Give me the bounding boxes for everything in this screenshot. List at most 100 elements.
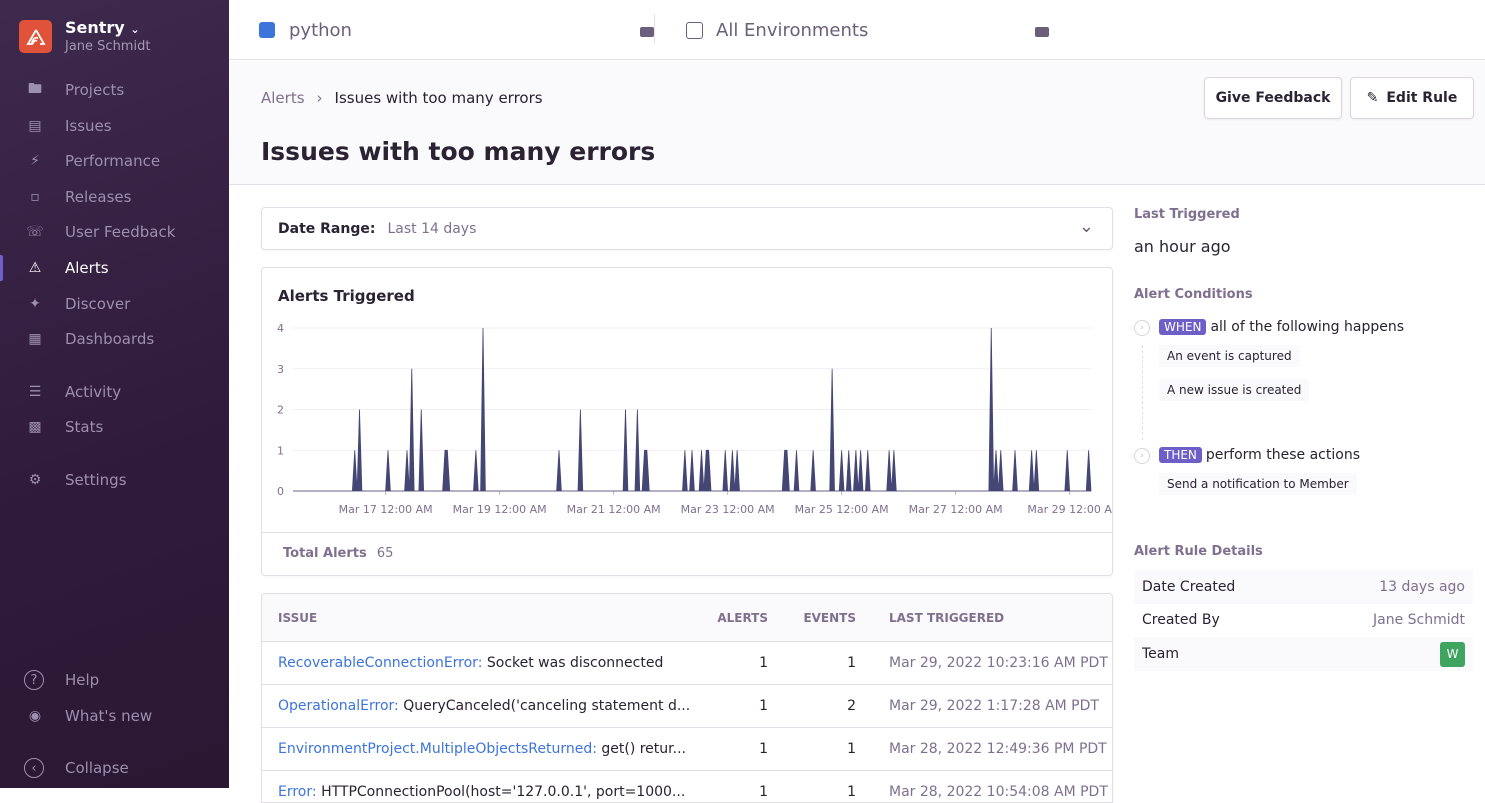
x-tick-label: Mar 17 12:00 AM bbox=[339, 503, 433, 516]
sentry-logo[interactable] bbox=[19, 20, 52, 53]
action-item: Send a notification to Member bbox=[1159, 473, 1357, 495]
x-tick-label: Mar 19 12:00 AM bbox=[453, 503, 547, 516]
x-tick-label: Mar 21 12:00 AM bbox=[567, 503, 661, 516]
sidebar-item-projects[interactable]: 🖿Projects bbox=[0, 73, 229, 107]
sidebar-item-issues[interactable]: ▤Issues bbox=[0, 109, 229, 143]
step-connector bbox=[1142, 345, 1143, 440]
table-row[interactable]: Error: HTTPConnectionPool(host='127.0.0.… bbox=[262, 770, 1112, 803]
sidebar-item-alerts[interactable]: ⚠Alerts bbox=[0, 251, 229, 285]
sidebar-item-label: Issues bbox=[65, 117, 112, 135]
folder-code-icon: 🖿 bbox=[24, 79, 46, 101]
sidebar-item-discover[interactable]: ✦Discover bbox=[0, 287, 229, 321]
org-label: Sentry bbox=[65, 18, 125, 37]
sidebar-item-label: Releases bbox=[65, 188, 131, 206]
sidebar-item-label: Dashboards bbox=[65, 330, 154, 348]
environment-selector[interactable]: All Environments bbox=[686, 0, 1049, 60]
siren-icon: ⚠ bbox=[24, 257, 46, 279]
chevron-down-icon: ⌄ bbox=[1079, 216, 1094, 237]
then-text: perform these actions bbox=[1206, 447, 1360, 463]
megaphone-icon: ☏ bbox=[24, 221, 46, 243]
last-triggered-label: Last Triggered bbox=[1134, 207, 1240, 222]
events-count: 1 bbox=[847, 741, 856, 757]
when-step-icon: › bbox=[1134, 320, 1150, 336]
total-alerts-value: 65 bbox=[377, 546, 394, 561]
issue-message: Socket was disconnected bbox=[487, 655, 663, 671]
sidebar-collapse[interactable]: ‹Collapse bbox=[0, 751, 229, 785]
issue-type-link[interactable]: RecoverableConnectionError: bbox=[278, 655, 482, 671]
chart-title: Alerts Triggered bbox=[278, 287, 415, 305]
x-tick-label: Mar 23 12:00 AM bbox=[681, 503, 775, 516]
col-alerts: ALERTS bbox=[717, 611, 768, 625]
sidebar-item-performance[interactable]: ⚡ Performance bbox=[0, 144, 229, 178]
alerts-count: 1 bbox=[759, 784, 768, 800]
broadcast-icon: ◉ bbox=[24, 705, 46, 727]
divider bbox=[654, 14, 655, 44]
table-header: ISSUE ALERTS EVENTS LAST TRIGGERED bbox=[262, 594, 1112, 641]
events-count: 2 bbox=[847, 698, 856, 714]
python-icon bbox=[259, 22, 275, 38]
sidebar-item-label: Performance bbox=[65, 152, 160, 170]
alerts-count: 1 bbox=[759, 698, 768, 714]
window-icon bbox=[686, 22, 703, 39]
sidebar-item-releases[interactable]: ▫ Releases bbox=[0, 180, 229, 214]
sidebar-item-label: Stats bbox=[65, 418, 103, 436]
alerts-count: 1 bbox=[759, 741, 768, 757]
user-name: Jane Schmidt bbox=[65, 39, 150, 54]
sidebar-help[interactable]: ? Help bbox=[0, 663, 229, 697]
table-row[interactable]: EnvironmentProject.MultipleObjectsReturn… bbox=[262, 727, 1112, 770]
project-selector[interactable]: python bbox=[259, 0, 654, 60]
sidebar-item-activity[interactable]: ☰ Activity bbox=[0, 375, 229, 409]
dashboard-icon: ▦ bbox=[24, 328, 46, 350]
sidebar-item-label: Help bbox=[65, 671, 99, 689]
chevron-down-icon: ⌄ bbox=[130, 23, 139, 36]
sidebar-item-label: What's new bbox=[65, 707, 152, 725]
page-header: Alerts › Issues with too many errors Iss… bbox=[229, 61, 1485, 185]
sidebar-item-user-feedback[interactable]: ☏User Feedback bbox=[0, 215, 229, 249]
edit-rule-button[interactable]: ✎Edit Rule bbox=[1350, 77, 1474, 119]
list-icon: ☰ bbox=[24, 381, 46, 403]
lightning-icon: ⚡ bbox=[24, 150, 46, 172]
events-count: 1 bbox=[847, 784, 856, 800]
project-label: python bbox=[289, 20, 352, 41]
environment-label: All Environments bbox=[716, 20, 868, 41]
alert-rule-details-label: Alert Rule Details bbox=[1134, 544, 1263, 559]
sidebar-item-label: Activity bbox=[65, 383, 121, 401]
y-tick-label: 0 bbox=[277, 485, 284, 498]
lock-icon bbox=[640, 27, 654, 37]
issue-message: HTTPConnectionPool(host='127.0.0.1', por… bbox=[321, 784, 685, 800]
last-triggered: Mar 28, 2022 10:54:08 AM PDT bbox=[889, 784, 1108, 800]
issues-table: ISSUE ALERTS EVENTS LAST TRIGGERED Recov… bbox=[261, 593, 1113, 803]
issue-message: get() retur... bbox=[601, 741, 686, 757]
org-name[interactable]: Sentry ⌄ bbox=[65, 18, 140, 37]
issue-type-link[interactable]: OperationalError: bbox=[278, 698, 399, 714]
sidebar-item-dashboards[interactable]: ▦ Dashboards bbox=[0, 322, 229, 356]
edit-rule-label: Edit Rule bbox=[1386, 90, 1457, 106]
date-range-label: Date Range: bbox=[278, 221, 375, 237]
team-avatar[interactable]: W bbox=[1440, 642, 1465, 667]
detail-key: Date Created bbox=[1142, 579, 1235, 595]
topbar: python All Environments bbox=[229, 0, 1485, 60]
give-feedback-button[interactable]: Give Feedback bbox=[1204, 77, 1342, 119]
question-icon: ? bbox=[24, 670, 44, 690]
chevron-right-icon: › bbox=[317, 89, 323, 107]
package-icon: ▫ bbox=[24, 186, 46, 208]
table-row[interactable]: RecoverableConnectionError: Socket was d… bbox=[262, 641, 1112, 684]
issue-type-link[interactable]: Error: bbox=[278, 784, 317, 800]
table-row[interactable]: OperationalError: QueryCanceled('canceli… bbox=[262, 684, 1112, 727]
total-alerts-label: Total Alerts bbox=[283, 546, 367, 561]
then-tag: THEN bbox=[1159, 447, 1202, 463]
breadcrumb-alerts[interactable]: Alerts bbox=[261, 89, 305, 107]
issue-type-link[interactable]: EnvironmentProject.MultipleObjectsReturn… bbox=[278, 741, 597, 757]
sidebar-item-label: Settings bbox=[65, 471, 127, 489]
condition-item: An event is captured bbox=[1159, 345, 1300, 367]
sidebar-what-s-new[interactable]: ◉ What's new bbox=[0, 699, 229, 733]
sidebar-item-stats[interactable]: ▩Stats bbox=[0, 410, 229, 444]
when-text: all of the following happens bbox=[1210, 319, 1404, 335]
y-tick-label: 1 bbox=[277, 444, 284, 457]
date-range-select[interactable]: Date Range: Last 14 days ⌄ bbox=[261, 207, 1113, 250]
sidebar-item-settings[interactable]: ⚙Settings bbox=[0, 463, 229, 497]
x-tick-label: Mar 29 12:00 A bbox=[1027, 503, 1112, 516]
